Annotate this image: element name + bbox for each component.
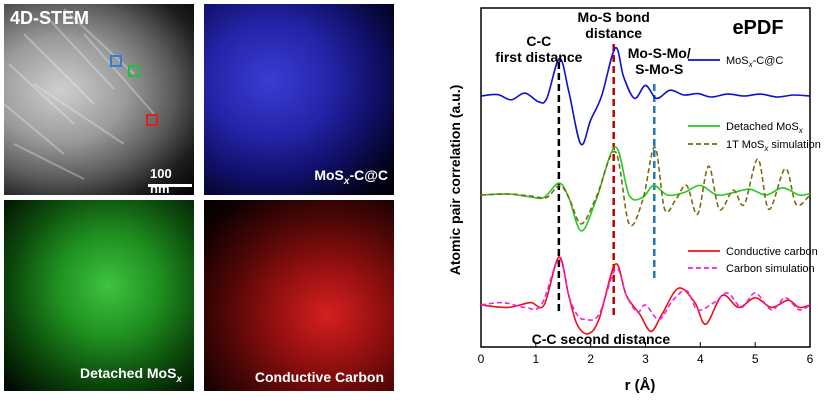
legend-label-4: Carbon simulation <box>726 263 815 275</box>
roi-green-box <box>128 65 140 77</box>
stem-panel-label: 4D-STEM <box>10 8 90 28</box>
mosx-map-panel: MoSx-C@C <box>204 4 394 195</box>
x-tick-label-6: 6 <box>807 352 814 366</box>
annotation-2-line-1: S-Mo-S <box>635 61 683 77</box>
annotation-2-line-0: Mo-S-Mo/ <box>628 45 691 61</box>
reference-lines <box>557 44 656 316</box>
x-axis-ticks: 0 1 2 3 4 5 6 <box>478 342 814 366</box>
series-group <box>480 47 811 335</box>
series-line-4 <box>480 258 811 321</box>
chart-title: ePDF <box>732 17 783 39</box>
annotation-0-line-1: first distance <box>495 49 582 65</box>
legends: MoSx-C@C Detached MoSx 1T MoSx simulation C… <box>688 55 821 275</box>
annotation-1-line-1: distance <box>585 25 642 41</box>
x-tick-label-3: 3 <box>642 352 649 366</box>
roi-blue-box <box>110 55 122 67</box>
scale-bar <box>148 184 192 187</box>
annotation-3-line-0: C-C second distance <box>532 331 671 347</box>
stem-texture <box>4 8 155 180</box>
legend-label-0: MoSx-C@C <box>726 55 783 69</box>
detached-panel-label: Detached MoSx <box>79 365 182 385</box>
series-line-0 <box>480 47 811 146</box>
y-axis-label: Atomic pair correlation (a.u.) <box>447 85 463 276</box>
series-line-1 <box>480 146 811 232</box>
stem-image-panel: 4D-STEM 100 nm <box>4 4 194 195</box>
series-line-3 <box>480 256 811 335</box>
x-tick-label-5: 5 <box>752 352 759 366</box>
annotation-0-line-0: C-C <box>526 33 551 49</box>
x-tick-label-1: 1 <box>532 352 539 366</box>
detached-map-panel: Detached MoSx <box>4 200 194 391</box>
series-line-2 <box>480 146 811 227</box>
x-tick-label-4: 4 <box>697 352 704 366</box>
legend-label-1: Detached MoSx <box>726 121 804 135</box>
roi-red-box <box>146 114 158 126</box>
x-axis-label: r (Å) <box>625 377 656 394</box>
x-tick-label-0: 0 <box>478 352 485 366</box>
conductive-map-panel: Conductive Carbon <box>204 200 394 391</box>
epdf-chart: 0 1 2 3 4 5 6 r (Å) Atomic pair correlation (a… <box>447 7 821 394</box>
conductive-panel-label: Conductive Carbon <box>254 369 384 385</box>
legend-label-3: Conductive carbon <box>726 246 818 258</box>
annotation-1-line-0: Mo-S bond <box>578 9 650 25</box>
x-tick-label-2: 2 <box>587 352 594 366</box>
legend-label-2: 1T MoSx simulation <box>726 139 821 153</box>
mosx-panel-label: MoSx-C@C <box>314 167 388 187</box>
scale-bar-label: 100 nm <box>150 166 172 195</box>
